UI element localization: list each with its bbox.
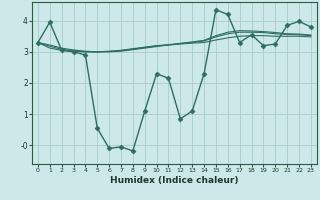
X-axis label: Humidex (Indice chaleur): Humidex (Indice chaleur) (110, 176, 239, 185)
